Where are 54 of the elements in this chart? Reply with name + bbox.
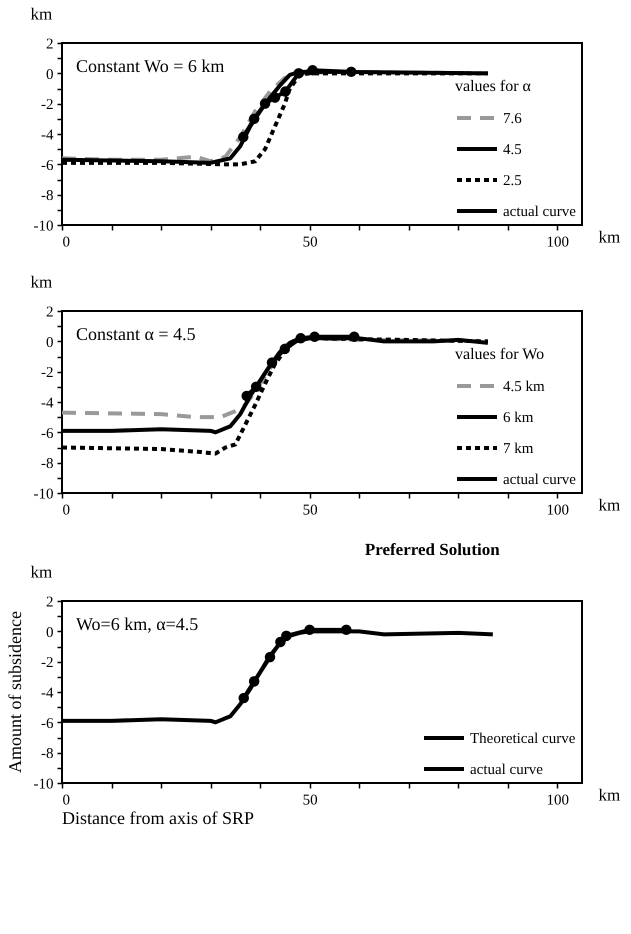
x-tick-label: 0 (62, 234, 70, 250)
x-tick-label: 50 (302, 502, 318, 518)
chart-title: Preferred Solution (364, 540, 500, 559)
y-tick-label: -4 (41, 396, 54, 412)
x-tick-label: 100 (546, 234, 569, 250)
legend-title: values for α (455, 78, 532, 95)
y-tick-label: 0 (46, 334, 54, 351)
x-tick-label: 0 (62, 502, 70, 518)
y-tick-label: -10 (34, 218, 54, 234)
x-tick-label: 50 (302, 792, 318, 808)
y-tick-label: -8 (41, 746, 54, 762)
legend-label: actual curve (503, 204, 576, 220)
y-tick-label: -6 (41, 426, 54, 442)
legend-label: actual curve (470, 762, 544, 778)
y-tick-label: 0 (46, 66, 54, 83)
legend-title: values for Wo (455, 346, 544, 363)
y-tick-label: 0 (46, 624, 54, 641)
x-tick-label: 0 (62, 792, 70, 808)
legend-label: 4.5 km (503, 379, 545, 395)
x-tick-label: 100 (546, 502, 569, 518)
x-axis-title: km (598, 786, 620, 804)
y-tick-label: -2 (41, 97, 54, 114)
x-tick-label: 100 (546, 792, 569, 808)
annotation: Constant α = 4.5 (76, 324, 196, 344)
y-axis-title: km (30, 272, 52, 292)
text: Amount of subsidence (5, 611, 25, 773)
y-tick-label: -8 (41, 456, 54, 472)
y-tick-label: -2 (41, 365, 54, 382)
y-tick-label: -6 (41, 158, 54, 174)
y-tick-label: -10 (34, 776, 54, 792)
legend-label: 2.5 (503, 173, 522, 189)
y-axis-title: km (30, 4, 52, 24)
legend-label: 7.6 (503, 111, 522, 127)
annotation: Constant Wo = 6 km (76, 56, 224, 76)
y-tick-label: 2 (46, 304, 54, 320)
x-axis-title: km (598, 228, 620, 246)
y-tick-label: -2 (41, 655, 54, 672)
legend-label: 7 km (503, 441, 534, 457)
text: Distance from axis of SRP (62, 808, 254, 828)
legend-label: 6 km (503, 410, 534, 426)
annotation: Wo=6 km, α=4.5 (76, 614, 198, 634)
y-tick-label: 2 (46, 36, 54, 52)
y-tick-label: -4 (41, 128, 54, 144)
y-tick-label: -6 (41, 716, 54, 732)
legend-label: Theoretical curve (470, 731, 576, 747)
y-tick-label: -4 (41, 686, 54, 702)
legend-label: actual curve (503, 472, 576, 488)
x-tick-label: 50 (302, 234, 318, 250)
y-tick-label: -8 (41, 188, 54, 204)
y-axis-title: km (30, 562, 52, 582)
x-axis-title: km (598, 496, 620, 514)
y-tick-label: 2 (46, 594, 54, 610)
y-tick-label: -10 (34, 486, 54, 502)
legend-label: 4.5 (503, 142, 522, 158)
